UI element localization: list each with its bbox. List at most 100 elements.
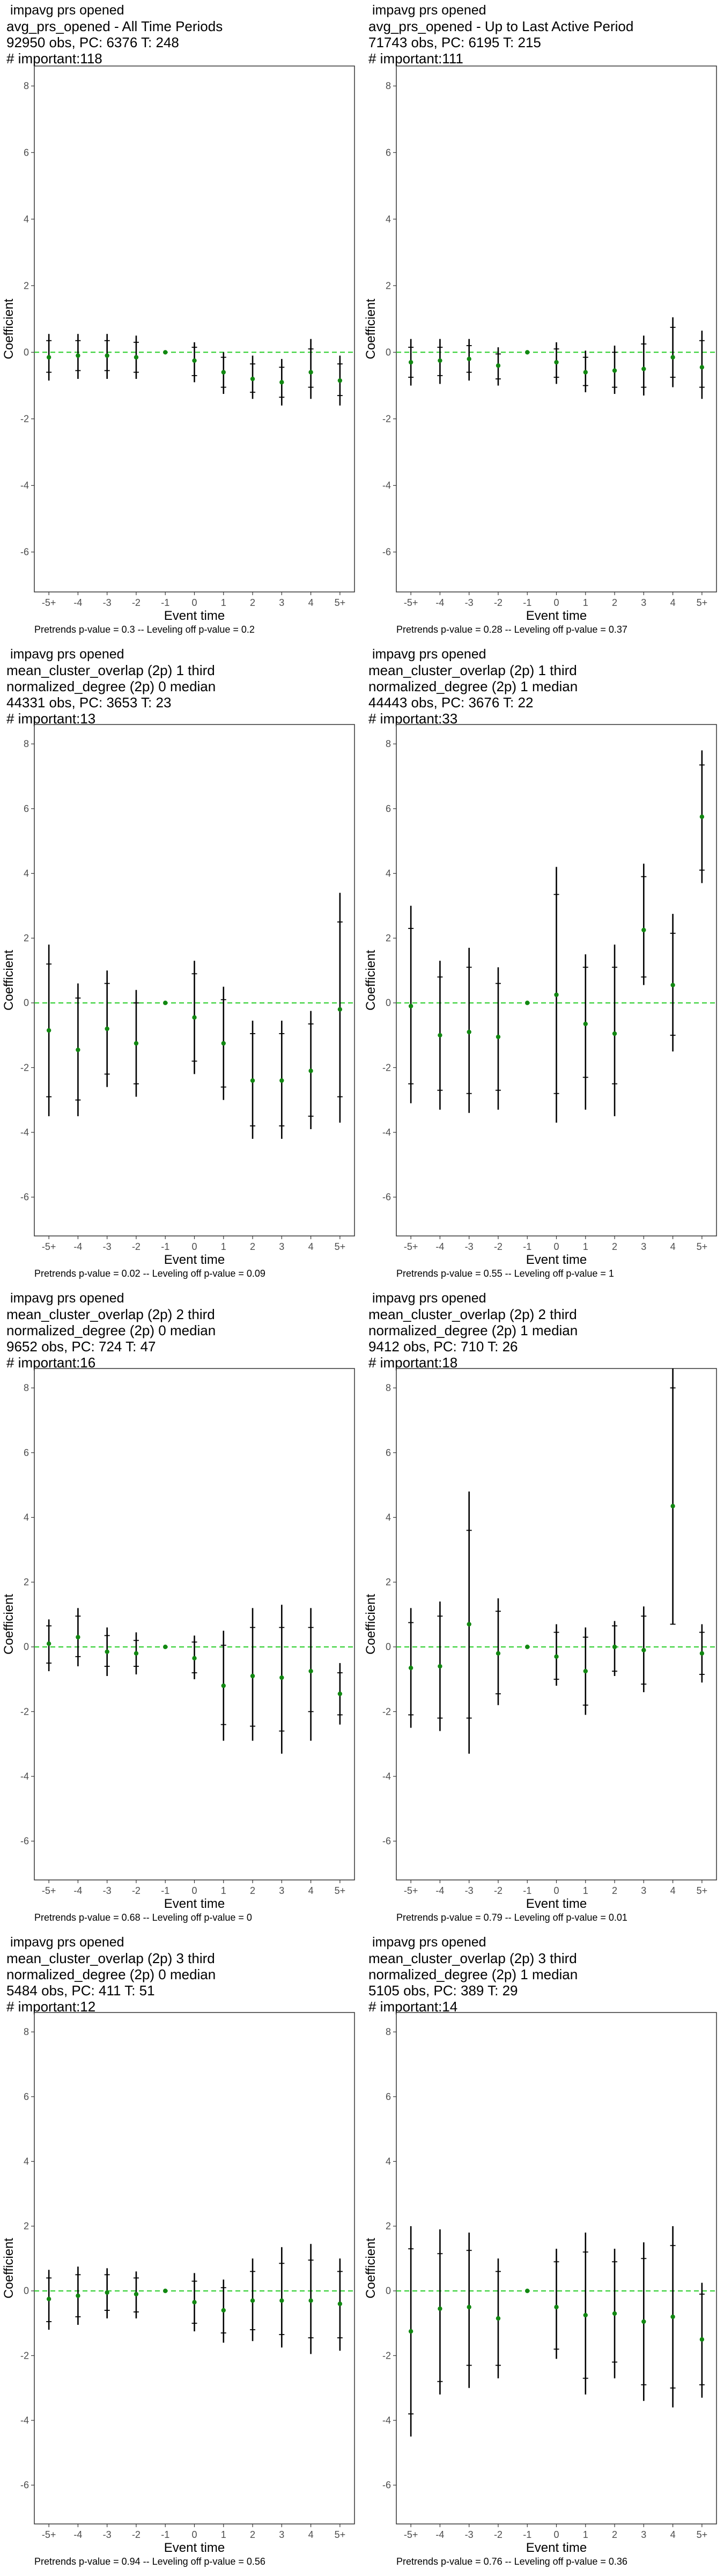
- point-estimate: [163, 2288, 168, 2293]
- x-tick-label: -3: [465, 597, 474, 608]
- y-tick-label: -6: [20, 547, 29, 558]
- point-estimate: [46, 355, 51, 360]
- point-estimate: [76, 353, 80, 358]
- y-tick-label: 6: [386, 147, 391, 158]
- point-estimate: [438, 2306, 442, 2311]
- x-tick-label: -3: [103, 1885, 112, 1896]
- panel-header: impavg prs opened mean_cluster_overlap (2…: [6, 1934, 358, 2015]
- point-estimate: [279, 1078, 284, 1083]
- y-tick-label: -2: [382, 1706, 391, 1717]
- x-tick-label: -2: [494, 597, 503, 608]
- point-estimate: [134, 1651, 139, 1656]
- plot-frame: [34, 2012, 355, 2524]
- x-tick-label: 2: [612, 1241, 617, 1252]
- y-tick-label: 8: [386, 80, 391, 91]
- point-estimate: [221, 1041, 226, 1046]
- y-tick-label: 4: [386, 214, 391, 224]
- point-estimate: [163, 350, 168, 355]
- panel-subtitle-line: mean_cluster_overlap (2p) 3 third: [368, 1950, 577, 1966]
- panel-subtitle-line: 92950 obs, PC: 6376 T: 248: [6, 34, 179, 50]
- y-tick-label: 6: [24, 803, 29, 814]
- x-tick-label: -1: [523, 2529, 531, 2540]
- point-estimate: [192, 2300, 197, 2305]
- point-estimate: [192, 1656, 197, 1661]
- x-tick-label: 5+: [335, 1885, 346, 1896]
- panel-subtitle-line: # important:118: [6, 50, 102, 67]
- x-tick-label: -4: [435, 597, 444, 608]
- panel-subtitle-line: avg_prs_opened - All Time Periods: [6, 18, 223, 34]
- x-tick-label: -4: [73, 1885, 82, 1896]
- x-tick-label: -5+: [42, 2529, 56, 2540]
- panel-header: impavg prs opened mean_cluster_overlap (2…: [368, 1290, 720, 1371]
- x-tick-label: 0: [553, 1885, 559, 1896]
- x-tick-label: 0: [191, 597, 197, 608]
- y-tick-label: -4: [20, 480, 29, 491]
- point-estimate: [496, 1651, 501, 1656]
- y-tick-label: 4: [386, 2156, 391, 2167]
- panel-header: impavg prs opened mean_cluster_overlap (2…: [6, 1290, 358, 1371]
- event-study-plot: -6 -4 -2 0 2 4 6 8 -5+ -4 -3 -2 -1 0 1 2 3 4 5+ Event time C…: [364, 2012, 717, 2555]
- pvalue-footnote: Pretrends p-value = 0.28 -- Leveling off…: [396, 624, 627, 635]
- point-estimate: [583, 1021, 588, 1027]
- chart-panel: impavg prs opened mean_cluster_overlap (2…: [362, 644, 724, 1288]
- panel-subtitle-line: normalized_degree (2p) 1 median: [368, 678, 578, 694]
- panel-title: impavg prs opened: [368, 647, 486, 662]
- x-tick-label: 2: [612, 597, 617, 608]
- point-estimate: [554, 360, 559, 365]
- x-tick-label: 4: [670, 1885, 676, 1896]
- chart-panel: impavg prs opened mean_cluster_overlap (2…: [362, 1288, 724, 1932]
- point-estimate: [279, 2298, 284, 2303]
- y-tick-label: -4: [20, 1127, 29, 1138]
- point-estimate: [105, 1026, 109, 1031]
- x-tick-label: -4: [73, 2529, 82, 2540]
- x-tick-label: -2: [494, 1241, 503, 1252]
- point-estimate: [163, 1644, 168, 1649]
- x-axis-title: Event time: [526, 609, 587, 623]
- point-estimate: [467, 1029, 471, 1035]
- y-axis-title: Coefficient: [2, 298, 16, 359]
- y-tick-label: -2: [20, 2350, 29, 2361]
- point-estimate: [554, 2304, 559, 2310]
- point-estimate: [134, 355, 139, 360]
- point-estimate: [192, 1015, 197, 1020]
- point-estimate: [641, 2319, 646, 2324]
- point-estimate: [641, 1648, 646, 1652]
- x-tick-label: -1: [161, 597, 169, 608]
- y-tick-label: 6: [386, 803, 391, 814]
- point-estimate: [337, 378, 343, 383]
- panel-subtitle-line: avg_prs_opened - Up to Last Active Perio…: [368, 18, 634, 34]
- panel-subtitle-line: # important:14: [368, 1999, 458, 2015]
- point-estimate: [670, 1504, 675, 1509]
- x-axis-title: Event time: [526, 2541, 587, 2555]
- point-estimate: [438, 358, 442, 363]
- y-tick-label: 6: [386, 1447, 391, 1458]
- point-estimate: [496, 1034, 501, 1040]
- x-tick-label: -2: [132, 1885, 141, 1896]
- panel-header: impavg prs opened avg_prs_opened - Up to …: [368, 2, 720, 67]
- y-tick-label: 8: [386, 1382, 391, 1393]
- point-estimate: [308, 1069, 313, 1073]
- plot-frame: [34, 65, 355, 592]
- y-tick-label: -6: [20, 1192, 29, 1203]
- point-estimate: [525, 1644, 530, 1649]
- x-tick-label: 4: [670, 597, 676, 608]
- panel-subtitle-line: normalized_degree (2p) 1 median: [368, 1966, 578, 1982]
- y-tick-label: -4: [382, 480, 391, 491]
- y-axis-title: Coefficient: [364, 1594, 378, 1655]
- y-tick-label: 4: [24, 2156, 29, 2167]
- panel-title: impavg prs opened: [368, 1291, 486, 1306]
- x-tick-label: 3: [641, 1241, 646, 1252]
- y-tick-label: -2: [382, 1062, 391, 1073]
- pvalue-footnote: Pretrends p-value = 0.02 -- Leveling off…: [34, 1268, 265, 1279]
- y-tick-label: 2: [386, 280, 391, 291]
- y-axis-title: Coefficient: [364, 950, 378, 1011]
- panel-header: impavg prs opened mean_cluster_overlap (2…: [6, 646, 358, 727]
- x-tick-label: 2: [250, 1241, 255, 1252]
- x-tick-label: 3: [641, 597, 646, 608]
- panel-header: impavg prs opened mean_cluster_overlap (2…: [368, 1934, 720, 2015]
- point-estimate: [699, 1651, 705, 1656]
- x-tick-label: 0: [553, 1241, 559, 1252]
- x-tick-label: -5+: [42, 1885, 56, 1896]
- x-tick-label: 1: [583, 1885, 588, 1896]
- point-estimate: [438, 1033, 442, 1038]
